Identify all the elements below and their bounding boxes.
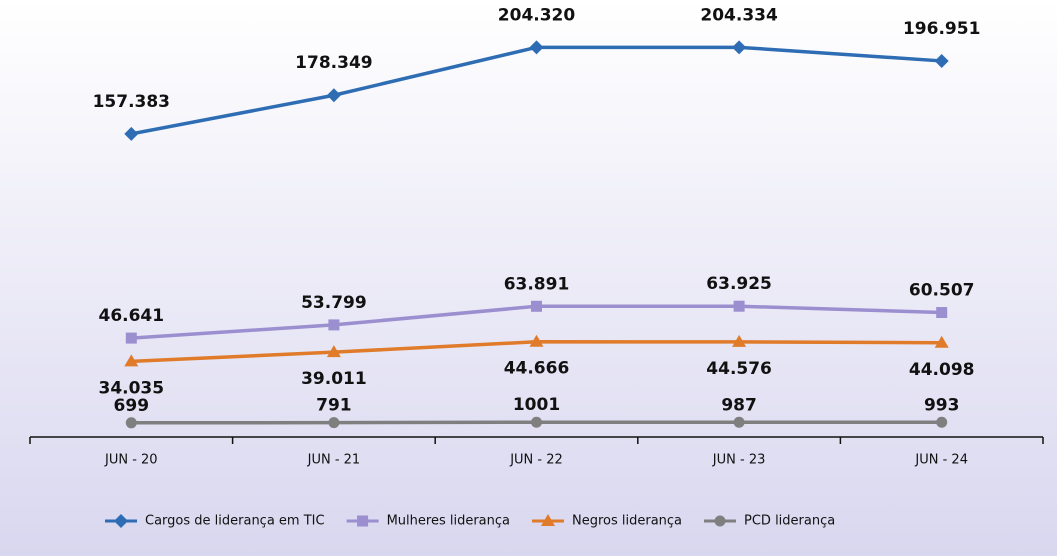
point-marker xyxy=(733,300,745,312)
x-tick-label: JUN - 20 xyxy=(104,453,158,468)
data-label: 993 xyxy=(924,395,960,415)
point-marker xyxy=(326,345,341,358)
point-marker xyxy=(531,300,542,312)
x-tick-label: JUN - 22 xyxy=(509,453,563,468)
legend-marker xyxy=(714,515,726,527)
point-marker xyxy=(326,88,341,103)
point-marker xyxy=(936,416,948,428)
data-label: 46.641 xyxy=(98,306,164,326)
legend-label: Mulheres liderança xyxy=(387,514,510,529)
data-label: 63.891 xyxy=(504,274,570,294)
x-tick-label: JUN - 24 xyxy=(914,453,968,468)
data-label: 44.098 xyxy=(909,360,975,380)
data-label: 39.011 xyxy=(301,369,367,389)
legend-label: Negros liderança xyxy=(572,514,682,529)
data-label: 196.951 xyxy=(903,19,980,39)
point-marker xyxy=(936,307,948,319)
x-tick-label: JUN - 23 xyxy=(712,453,766,468)
data-label: 987 xyxy=(721,395,757,415)
point-marker xyxy=(125,332,137,344)
legend-marker xyxy=(114,514,128,528)
point-marker xyxy=(529,40,544,55)
data-label: 791 xyxy=(316,396,352,416)
point-marker xyxy=(934,53,949,68)
x-tick-label: JUN - 21 xyxy=(307,453,361,468)
point-marker xyxy=(124,126,139,141)
point-marker xyxy=(328,417,340,429)
legend-label: Cargos de liderança em TIC xyxy=(145,514,325,529)
data-label: 1001 xyxy=(513,395,560,415)
point-marker xyxy=(328,319,340,331)
legend-label: PCD liderança xyxy=(744,514,835,529)
data-label: 699 xyxy=(114,396,150,416)
data-label: 204.334 xyxy=(700,5,778,25)
data-label: 44.576 xyxy=(706,359,772,379)
point-marker xyxy=(125,417,137,429)
data-label: 157.383 xyxy=(93,92,170,112)
data-label: 53.799 xyxy=(301,293,367,313)
point-marker xyxy=(934,335,949,348)
point-marker xyxy=(531,416,542,428)
data-label: 44.666 xyxy=(504,359,570,379)
data-label: 204.320 xyxy=(498,5,576,25)
point-marker xyxy=(124,354,139,367)
data-label: 63.925 xyxy=(706,274,772,294)
data-label: 60.507 xyxy=(909,281,975,301)
data-label: 34.035 xyxy=(98,378,164,398)
point-marker xyxy=(733,416,745,428)
point-marker xyxy=(732,40,747,55)
point-marker xyxy=(732,334,747,347)
legend-marker xyxy=(357,515,369,527)
legend-marker xyxy=(540,514,555,526)
point-marker xyxy=(529,334,544,347)
data-label: 178.349 xyxy=(295,53,372,73)
